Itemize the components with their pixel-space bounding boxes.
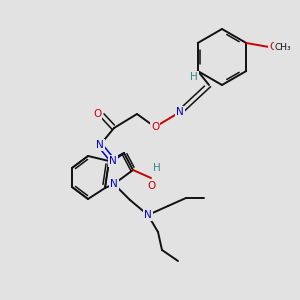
Text: O: O (151, 122, 159, 132)
Text: O: O (147, 181, 155, 191)
Text: N: N (109, 156, 117, 166)
Text: H: H (153, 163, 161, 173)
Text: CH₃: CH₃ (275, 43, 291, 52)
Text: H: H (190, 72, 198, 82)
Text: N: N (144, 210, 152, 220)
Text: O: O (93, 109, 101, 119)
Text: N: N (176, 107, 184, 117)
Text: O: O (269, 42, 277, 52)
Text: N: N (110, 179, 118, 189)
Text: N: N (96, 140, 104, 150)
